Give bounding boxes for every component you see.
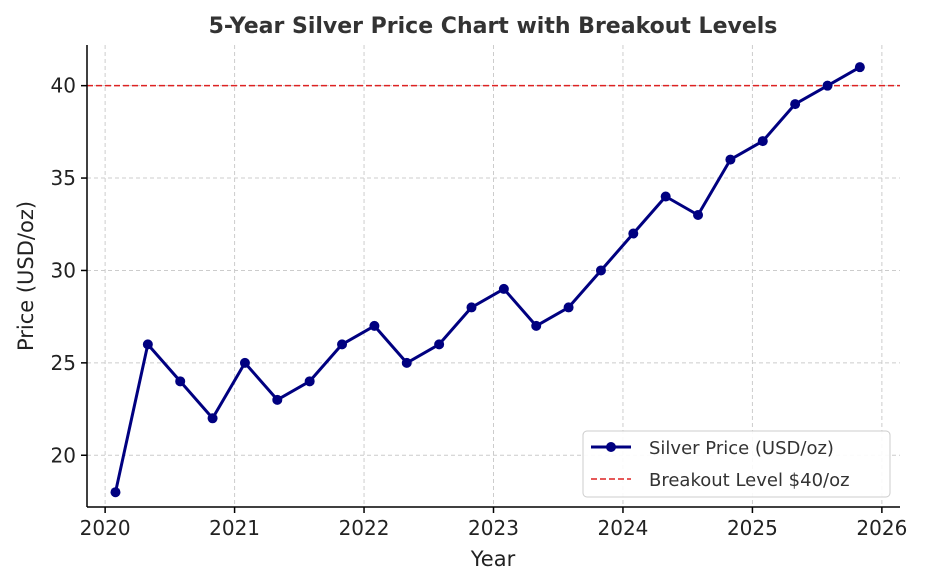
x-tick-label: 2022	[339, 516, 390, 540]
legend-series-label: Silver Price (USD/oz)	[649, 438, 834, 459]
x-ticks: 2020 2021 2022 2023 2024 2025 2026	[80, 507, 907, 540]
data-point	[434, 339, 445, 350]
x-tick-label: 2021	[209, 516, 260, 540]
legend-series-marker	[606, 442, 616, 452]
data-point	[531, 320, 542, 331]
legend-box	[582, 430, 891, 498]
data-point	[822, 80, 833, 91]
data-point	[175, 376, 186, 387]
y-tick-label: 25	[51, 351, 76, 375]
y-tick-label: 20	[51, 443, 76, 467]
data-point	[790, 99, 801, 110]
data-point	[304, 376, 315, 387]
data-point	[854, 62, 865, 73]
data-point	[369, 320, 380, 331]
series	[110, 62, 865, 498]
x-tick-label: 2020	[80, 516, 131, 540]
x-tick-label: 2024	[598, 516, 649, 540]
series-line	[114, 65, 861, 493]
y-ticks: 20 25 30 35 40	[51, 74, 87, 467]
y-axis-label: Price (USD/oz)	[14, 201, 38, 351]
y-tick-label: 40	[51, 74, 76, 98]
x-tick-label: 2026	[856, 516, 907, 540]
data-point	[142, 339, 153, 350]
data-point	[239, 357, 250, 368]
y-tick-label: 35	[51, 166, 76, 190]
data-point	[725, 154, 736, 165]
data-point	[693, 210, 704, 221]
legend: Silver Price (USD/oz) Breakout Level $40…	[582, 430, 891, 498]
data-point	[337, 339, 348, 350]
data-point	[660, 191, 671, 202]
data-point	[272, 394, 283, 405]
data-point	[595, 265, 606, 276]
data-point	[628, 228, 639, 239]
legend-breakout-label: Breakout Level $40/oz	[649, 470, 850, 491]
y-tick-label: 30	[51, 258, 76, 282]
data-point	[757, 136, 768, 147]
x-axis-label: Year	[470, 547, 516, 571]
x-tick-label: 2025	[727, 516, 778, 540]
data-point	[110, 487, 121, 498]
data-point	[498, 283, 509, 294]
x-tick-label: 2023	[468, 516, 519, 540]
data-point	[401, 357, 412, 368]
data-point	[207, 413, 218, 424]
chart-title: 5-Year Silver Price Chart with Breakout …	[209, 14, 778, 39]
data-point	[466, 302, 477, 313]
data-point	[563, 302, 574, 313]
